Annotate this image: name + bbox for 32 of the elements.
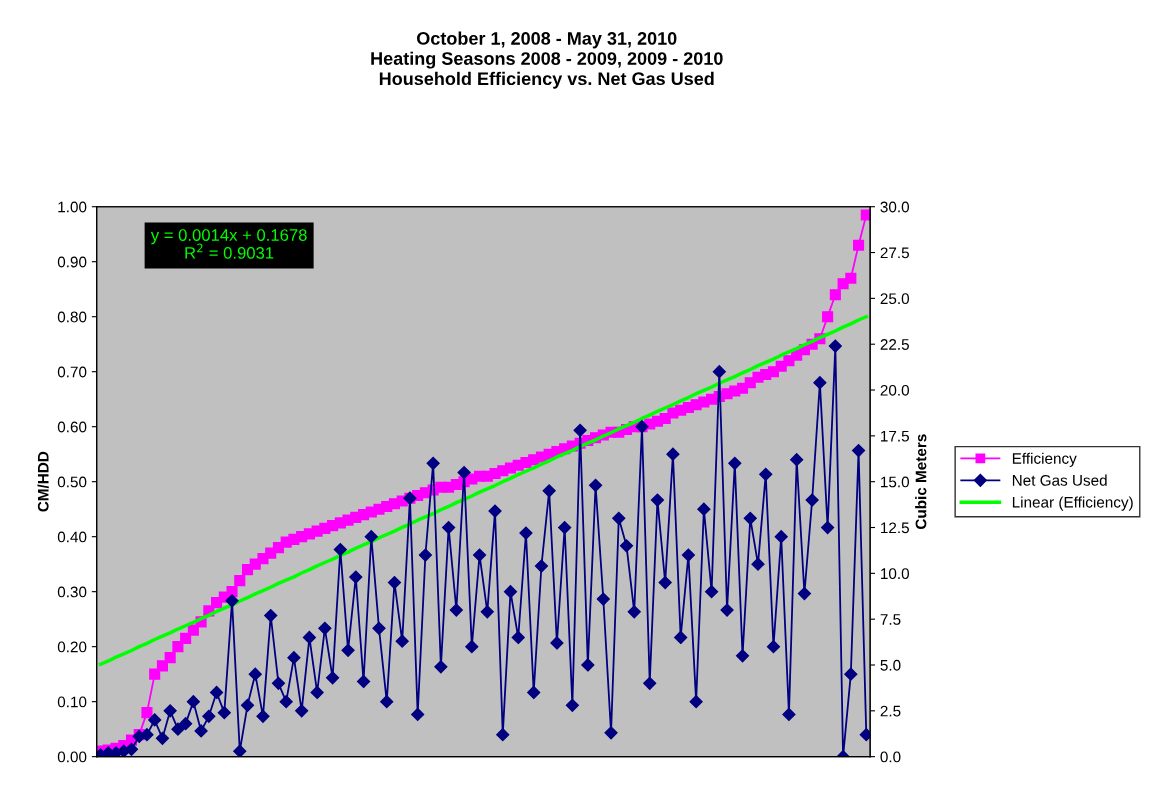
line-series: [98, 314, 869, 666]
y-tick-label: 0.90: [57, 256, 87, 268]
legend-label: Net Gas Used: [1012, 474, 1107, 486]
y-tick-label: 0.40: [57, 531, 87, 543]
y-tick-label: 0.70: [57, 366, 87, 378]
y-tick-label: 0.30: [57, 586, 87, 598]
y2-tick-label: 27.5: [880, 247, 909, 259]
legend-label: Linear (Efficiency): [1012, 496, 1133, 511]
y2-tick-label: 15.0: [881, 476, 910, 488]
y-axis-title: CM/HDD: [37, 451, 49, 512]
annotation: y = 0.0014x + 0.1678 R$^{2}$ = 0.9031: [150, 229, 307, 259]
y-tick-label: 0.50: [57, 476, 87, 488]
chart-title: October 1, 2008 - May 31, 2010 Heating Seasons 2008 - 2009, 2009 - 2010 Household Efficiency vs. Net Gas Used: [371, 31, 723, 89]
y2-tick-label: 25.0: [880, 293, 910, 305]
y-tick-label: 0.00: [57, 751, 87, 763]
y2-tick-label: 7.5: [880, 614, 901, 625]
y-tick-label: 0.20: [57, 641, 87, 653]
y2-tick-label: 22.5: [880, 339, 909, 350]
y2-tick-label: 0.0: [880, 751, 901, 763]
legend-label: Efficiency: [1012, 452, 1077, 467]
y2-tick-label: 17.5: [881, 430, 909, 442]
y2-tick-label: 12.5: [881, 522, 909, 534]
y2-tick-label: 10.0: [881, 568, 910, 580]
y-tick-label: 0.60: [57, 421, 87, 433]
y-tick-label: 0.80: [57, 311, 87, 323]
y-tick-label: 0.10: [57, 696, 87, 708]
y2-tick-label: 20.0: [880, 384, 910, 396]
y-tick-label: 1.00: [58, 201, 87, 213]
y2-tick-label: 30.0: [880, 201, 910, 213]
y2-tick-label: 2.5: [880, 705, 901, 717]
y2-tick-label: 5.0: [880, 659, 901, 671]
y2-axis-title: Cubic Meters: [915, 434, 927, 530]
